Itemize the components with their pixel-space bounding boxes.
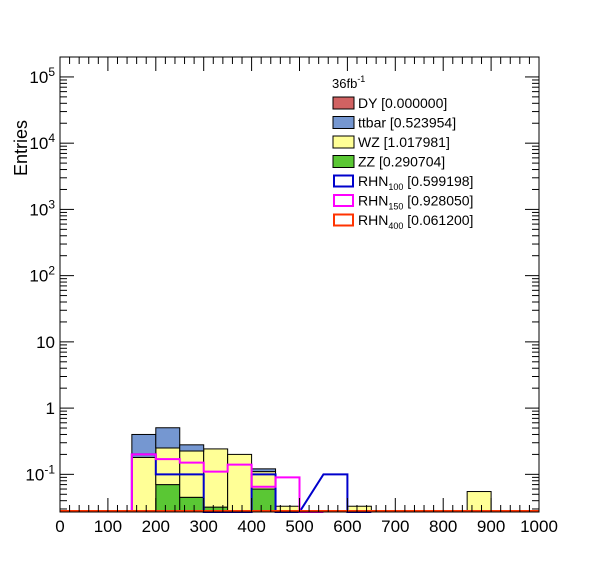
legend-swatch-dy <box>332 96 355 110</box>
x-tick-label: 100 <box>94 517 122 536</box>
x-tick-label: 400 <box>237 517 265 536</box>
y-tick-exponent: 5 <box>48 65 55 79</box>
y-tick-exponent: 3 <box>48 197 55 211</box>
y-tick-base: 10 <box>29 134 48 153</box>
y-tick-label: 104 <box>29 131 55 153</box>
legend-value: [0.290704] <box>375 154 445 170</box>
x-tick-label: 0 <box>55 517 64 536</box>
legend-swatch-rhn100 <box>333 174 354 188</box>
x-tick-label: 800 <box>429 517 457 536</box>
legend-name: ZZ <box>358 154 376 170</box>
x-tick-label: 900 <box>477 517 505 536</box>
legend-subscript: 400 <box>388 221 403 231</box>
y-tick-label: 103 <box>29 197 55 219</box>
legend-swatch-rhn400 <box>333 213 354 227</box>
y-tick-base: 10 <box>36 333 55 352</box>
stacked-bars <box>131 427 492 513</box>
x-tick-label: 300 <box>190 517 218 536</box>
legend-label: RHN150 [0.928050] <box>358 193 473 212</box>
bar-ttbar <box>155 427 181 449</box>
bar-ttbar <box>251 468 277 473</box>
legend: 36fb-1 DY [0.000000] ttbar [0.523954] WZ [1… <box>332 74 473 231</box>
x-tick-label: 200 <box>142 517 170 536</box>
bar-wz <box>227 453 253 513</box>
y-tick-base: 10 <box>29 267 48 286</box>
luminosity-exponent: -1 <box>357 74 365 84</box>
bar-zz <box>251 488 277 513</box>
legend-value: [0.523954] <box>386 115 456 131</box>
legend-swatch-zz <box>332 155 355 168</box>
legend-value: [0.928050] <box>403 193 473 209</box>
legend-swatch-wz <box>332 135 355 149</box>
bar-wz <box>203 448 229 508</box>
y-tick-base: 10 <box>29 68 48 87</box>
x-tick-label: 1000 <box>520 517 558 536</box>
y-tick-base: 10 <box>29 200 48 219</box>
y-tick-exponent: 2 <box>48 264 55 278</box>
y-tick-exponent: 4 <box>48 131 55 145</box>
y-tick-label: 10 <box>36 333 55 352</box>
legend-value: [1.017981] <box>380 134 450 150</box>
luminosity-label: 36fb-1 <box>332 74 365 91</box>
legend-value: [0.061200] <box>403 212 473 228</box>
legend-swatch-ttbar <box>332 116 355 129</box>
y-axis-label: Entries <box>11 120 31 176</box>
legend-value: [0.000000] <box>377 95 447 111</box>
legend-name: DY <box>358 95 378 111</box>
legend-label: RHN100 [0.599198] <box>358 173 473 192</box>
series-line-rhn150 <box>130 453 324 513</box>
legend-name: RHN <box>358 193 388 209</box>
y-tick-base: 1 <box>46 399 55 418</box>
axis-labels: 0 100 200 300 400 500 600 700 800 900 100010-11101… <box>25 65 558 536</box>
legend-subscript: 150 <box>388 202 403 212</box>
y-tick-label: 1 <box>46 399 55 418</box>
legend-name: RHN <box>358 212 388 228</box>
legend-name: RHN <box>358 173 388 189</box>
legend-label: RHN400 [0.061200] <box>358 212 473 231</box>
legend-value: [0.599198] <box>403 173 473 189</box>
x-tick-label: 500 <box>285 517 313 536</box>
luminosity-value: 36fb <box>332 76 357 91</box>
y-tick-exponent: -1 <box>44 462 55 476</box>
bar-wz <box>466 491 492 513</box>
bar-zz <box>179 496 205 513</box>
legend-subscript: 100 <box>388 182 403 192</box>
y-tick-base: 10 <box>25 465 44 484</box>
legend-swatch-rhn150 <box>333 194 354 207</box>
legend-label: DY [0.000000] <box>358 95 447 111</box>
legend-name: WZ <box>358 134 380 150</box>
x-tick-label: 600 <box>333 517 361 536</box>
legend-label: ttbar [0.523954] <box>358 115 456 131</box>
bar-wz <box>155 447 181 486</box>
y-tick-label: 10-1 <box>25 462 55 484</box>
x-tick-label: 700 <box>381 517 409 536</box>
y-tick-label: 105 <box>29 65 55 87</box>
legend-label: ZZ [0.290704] <box>358 154 445 170</box>
bar-wz <box>131 456 157 513</box>
y-tick-label: 102 <box>29 264 55 286</box>
legend-name: ttbar <box>358 115 386 131</box>
bar-zz <box>155 484 181 513</box>
bar-ttbar <box>179 444 205 452</box>
axis-ticks <box>59 56 540 512</box>
legend-label: WZ [1.017981] <box>358 134 450 150</box>
